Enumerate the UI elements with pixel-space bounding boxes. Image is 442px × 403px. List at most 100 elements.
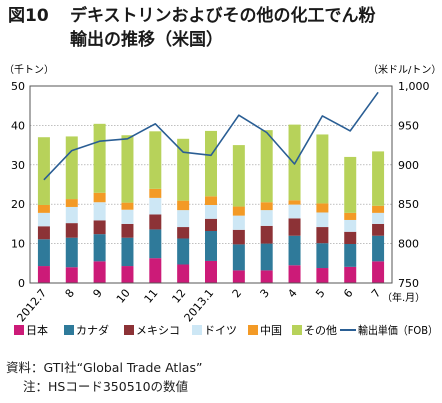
right-axis-ticks: 750 800 850 900 950 1,000 xyxy=(398,80,430,290)
bar-segment xyxy=(260,225,273,244)
right-tick-label: 900 xyxy=(398,159,419,172)
notes: 資料：GTI社“Global Trade Atlas” 注：HSコード35051… xyxy=(6,358,202,396)
title-line-1: デキストリンおよびその他の化工でん粉 xyxy=(70,6,376,26)
price-line-path xyxy=(43,91,379,181)
bar-segment xyxy=(149,188,162,198)
bar-segment xyxy=(121,266,134,283)
bar-segment xyxy=(344,212,357,220)
bar-segment xyxy=(260,210,273,226)
legend-label: メキシコ xyxy=(136,324,180,337)
bar-segment xyxy=(316,203,329,213)
bar-segment xyxy=(205,196,217,205)
bar-segment xyxy=(232,270,245,283)
legend-label: その他 xyxy=(304,324,337,337)
bar-segment xyxy=(177,227,190,239)
bar-segment xyxy=(121,202,134,210)
bar-segment xyxy=(121,223,134,238)
bar-segment xyxy=(37,226,50,240)
bar-segment xyxy=(232,206,245,216)
bar-segment xyxy=(316,212,329,228)
legend-swatch xyxy=(292,325,302,335)
bar-segment xyxy=(205,260,217,283)
bar-segment xyxy=(37,212,50,227)
bar-segment xyxy=(316,134,329,204)
bar-segment xyxy=(316,268,329,283)
bar-segment xyxy=(65,223,78,238)
bar-segment xyxy=(260,270,273,283)
bar-segment xyxy=(205,204,217,219)
bar-segment xyxy=(121,135,134,203)
bar-segment xyxy=(316,227,329,244)
bar-segment xyxy=(205,130,217,197)
bar-segment xyxy=(372,223,385,236)
bar-segment xyxy=(65,206,78,224)
plot-frame xyxy=(29,85,393,284)
bar-segment xyxy=(344,231,357,244)
price-line xyxy=(43,91,379,181)
bar-segment xyxy=(372,235,385,262)
bar-segment xyxy=(65,136,78,200)
right-tick-label: 950 xyxy=(398,119,419,132)
bar-segment xyxy=(37,239,50,267)
bar-segment xyxy=(344,156,357,213)
bar-segment xyxy=(37,266,50,283)
legend-label: 日本 xyxy=(26,323,48,337)
bar-segment xyxy=(316,243,329,269)
x-tick-label: 12 xyxy=(169,287,188,306)
x-tick-label: 10 xyxy=(114,287,133,306)
x-tick-label: 2012.7 xyxy=(15,287,50,325)
bar-segment xyxy=(372,261,385,283)
bar-segment xyxy=(260,130,273,203)
x-tick-label: 2013.1 xyxy=(182,287,217,325)
bar-segment xyxy=(372,205,385,213)
stacked-bars xyxy=(37,123,385,283)
bar-segment xyxy=(65,267,78,283)
left-axis-ticks: 0 10 20 30 40 50 xyxy=(11,80,25,290)
right-tick-label: 800 xyxy=(398,238,419,251)
bar-segment xyxy=(121,237,134,267)
bar-segment xyxy=(232,215,245,230)
source-note: 資料：GTI社“Global Trade Atlas” xyxy=(6,360,203,375)
bar-segment xyxy=(177,264,190,283)
right-tick-label: 1,000 xyxy=(398,80,430,93)
right-axis-unit: （米ドル/トン） xyxy=(368,63,441,76)
bar-segment xyxy=(344,266,357,283)
bar-segment xyxy=(260,243,273,271)
bar-segment xyxy=(65,237,78,268)
hs-code-note: 注：HSコード350510の数値 xyxy=(23,379,189,394)
bar-segment xyxy=(232,229,245,245)
left-tick-label: 40 xyxy=(11,119,25,132)
left-axis-unit: （千トン） xyxy=(4,64,54,76)
bar-segment xyxy=(93,261,106,283)
bar-segment xyxy=(344,219,357,232)
x-tick-label: 4 xyxy=(285,287,299,301)
bar-segment xyxy=(93,123,106,193)
legend-swatch xyxy=(248,325,258,335)
bar-segment xyxy=(232,145,245,207)
right-tick-label: 750 xyxy=(398,277,419,290)
bar-segment xyxy=(372,212,385,224)
bar-segment xyxy=(372,151,385,206)
title-line-2: 輸出の推移（米国） xyxy=(70,30,223,50)
legend-swatch xyxy=(64,325,74,335)
bar-segment xyxy=(149,131,162,189)
left-tick-label: 10 xyxy=(11,238,25,251)
figure-number: 図10 xyxy=(8,6,49,26)
legend-swatch xyxy=(192,325,202,335)
legend-label: ドイツ xyxy=(204,324,237,337)
x-tick-label: 8 xyxy=(63,287,77,301)
legend-label: 中国 xyxy=(260,324,282,337)
left-tick-label: 50 xyxy=(11,80,25,93)
bar-segment xyxy=(93,202,106,221)
bar-segment xyxy=(260,202,273,211)
bar-segment xyxy=(205,218,217,231)
x-tick-label: 2 xyxy=(230,287,244,301)
x-tick-label: 9 xyxy=(90,287,104,301)
x-tick-label: 5 xyxy=(313,287,327,301)
legend-label: カナダ xyxy=(76,323,109,337)
left-tick-label: 30 xyxy=(11,159,25,172)
bar-segment xyxy=(149,258,162,283)
legend-swatch xyxy=(14,325,24,335)
bar-segment xyxy=(65,199,78,207)
